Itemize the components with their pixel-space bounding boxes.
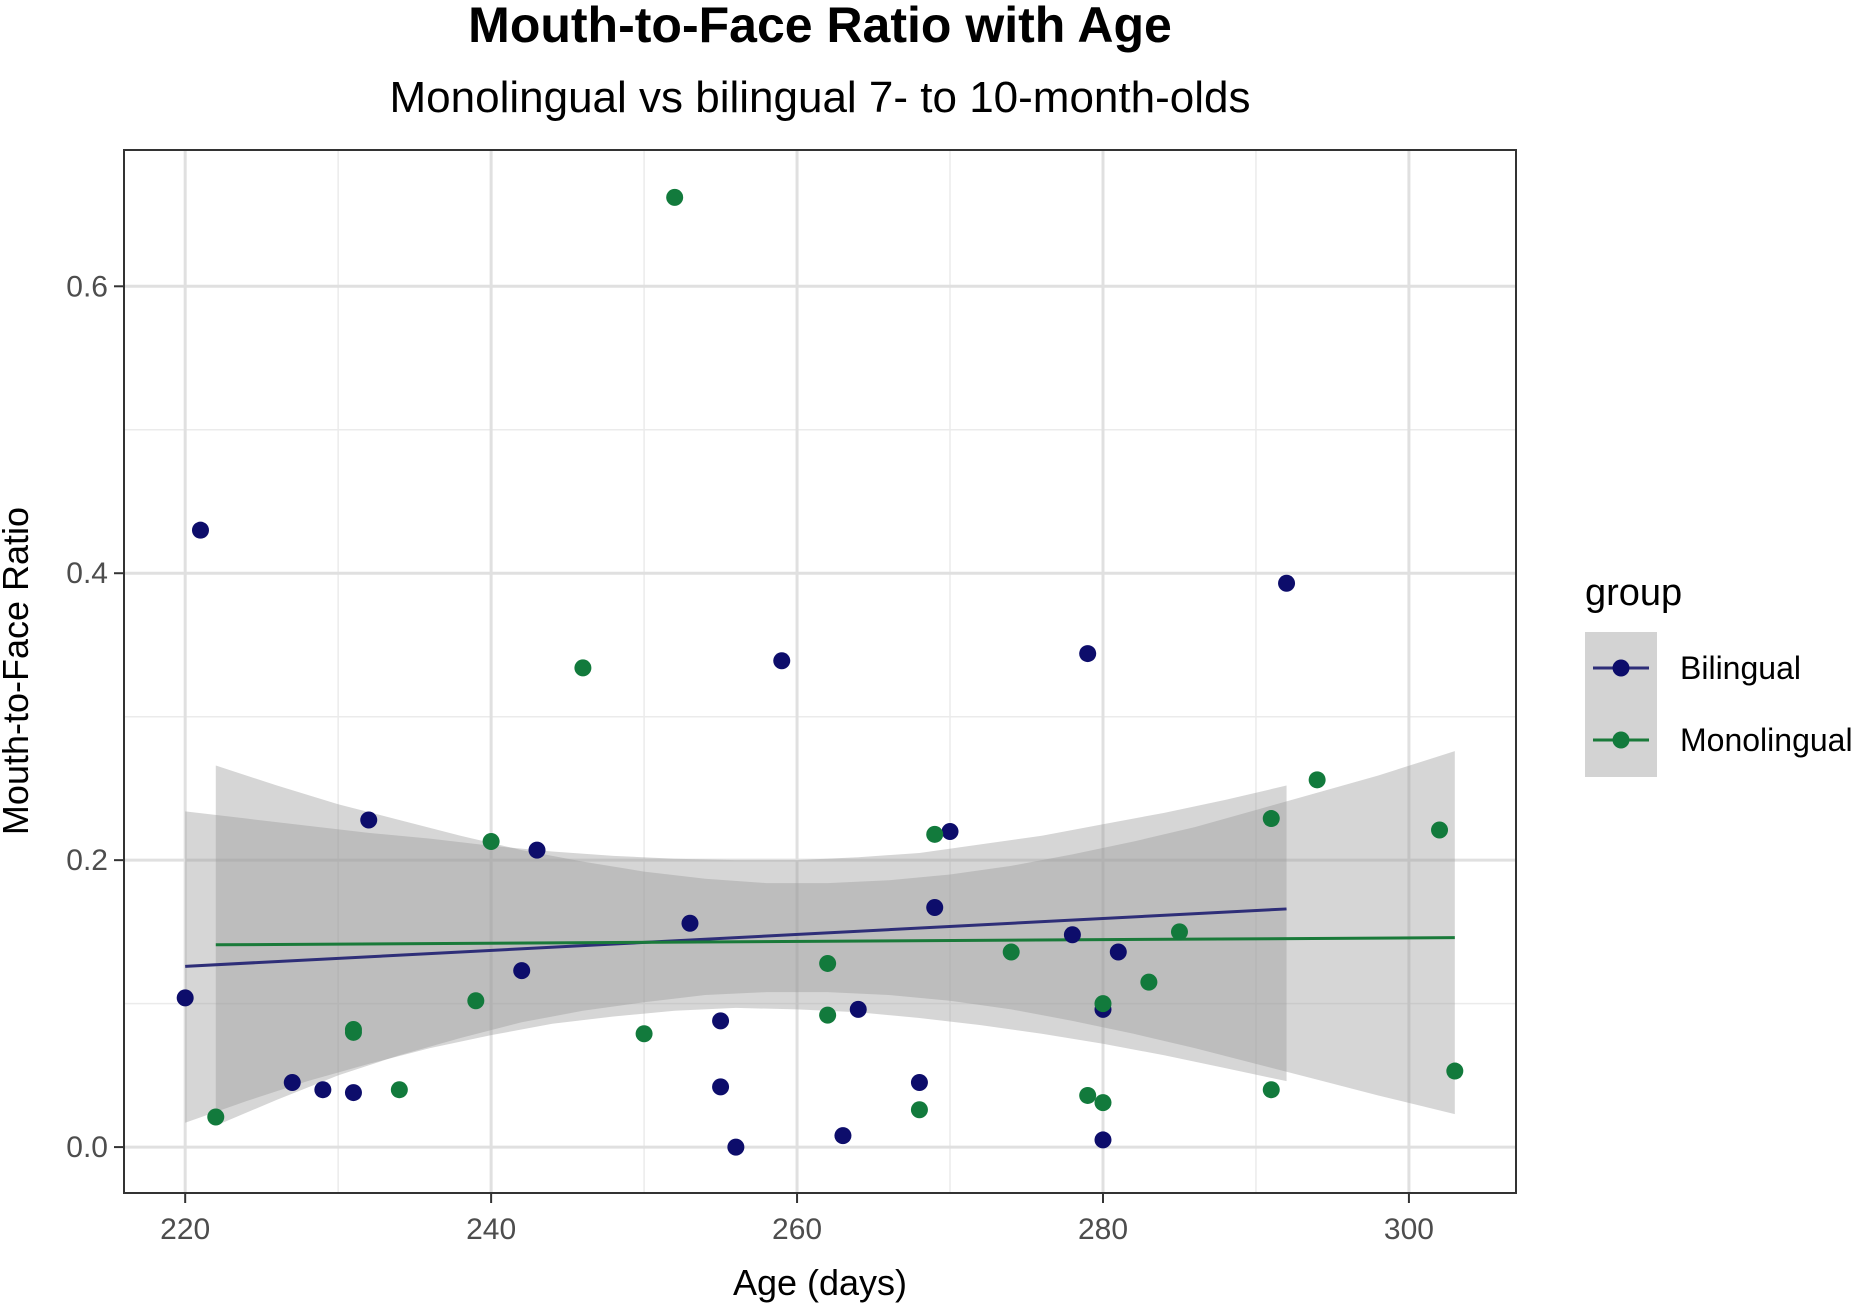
data-point xyxy=(1446,1062,1464,1080)
fit-line xyxy=(185,907,1287,968)
data-point xyxy=(482,833,500,851)
data-point xyxy=(681,914,699,932)
legend-title: group xyxy=(1585,572,1682,614)
data-point xyxy=(819,1006,837,1024)
data-point xyxy=(712,1078,730,1096)
x-tick-label: 220 xyxy=(160,1213,210,1246)
legend-key-background xyxy=(1585,632,1657,777)
data-point xyxy=(666,188,684,206)
data-point xyxy=(1094,1131,1112,1149)
fit-line xyxy=(215,936,1455,947)
plot-background xyxy=(124,150,1516,1193)
data-point xyxy=(207,1108,225,1126)
data-point xyxy=(926,825,944,843)
data-point xyxy=(926,899,944,917)
data-point xyxy=(1079,645,1097,663)
data-point xyxy=(1140,973,1158,991)
data-point xyxy=(344,1084,362,1102)
data-point xyxy=(360,811,378,829)
data-point xyxy=(390,1081,408,1099)
data-point xyxy=(344,1023,362,1041)
data-point xyxy=(1431,821,1449,839)
plot-panel-border xyxy=(123,149,1517,1194)
x-tick-label: 300 xyxy=(1384,1213,1434,1246)
legend-items: Bilingual Monolingual xyxy=(1593,650,1853,758)
legend-key-point xyxy=(1612,731,1630,749)
x-tick-label: 280 xyxy=(1078,1213,1128,1246)
data-point xyxy=(1002,943,1020,961)
data-point xyxy=(910,1101,928,1119)
data-point xyxy=(1170,923,1188,941)
data-point xyxy=(910,1074,928,1092)
x-axis-label: Age (days) xyxy=(733,1262,907,1303)
chart-title: Mouth-to-Face Ratio with Age xyxy=(468,0,1172,53)
data-point xyxy=(849,1000,867,1018)
data-point xyxy=(191,521,209,539)
legend: group Bilingual Monolingual xyxy=(1585,572,1853,777)
legend-key-point xyxy=(1612,659,1630,677)
y-tick-label: 0.0 xyxy=(66,1131,108,1164)
grid xyxy=(124,150,1516,1193)
confidence-band xyxy=(185,785,1287,1123)
legend-label: Bilingual xyxy=(1680,650,1801,686)
data-point xyxy=(1262,810,1280,828)
data-point xyxy=(773,652,791,670)
fit-lines xyxy=(185,907,1455,968)
data-point xyxy=(1079,1086,1097,1104)
legend-label: Monolingual xyxy=(1680,722,1853,758)
chart-subtitle: Monolingual vs bilingual 7- to 10-month-… xyxy=(390,73,1251,122)
confidence-band xyxy=(215,751,1455,1126)
data-point xyxy=(1094,1094,1112,1112)
data-point xyxy=(283,1074,301,1092)
data-point xyxy=(727,1138,745,1156)
confidence-bands xyxy=(185,751,1455,1126)
y-tick-label: 0.4 xyxy=(66,557,108,590)
x-tick-label: 240 xyxy=(466,1213,516,1246)
y-tick-label: 0.6 xyxy=(66,270,108,303)
data-point xyxy=(467,992,485,1010)
data-point xyxy=(635,1025,653,1043)
y-tick-label: 0.2 xyxy=(66,844,108,877)
data-point xyxy=(941,822,959,840)
data-point xyxy=(1262,1081,1280,1099)
y-axis-ticks: 0.0 0.2 0.4 0.6 xyxy=(66,270,124,1164)
data-point xyxy=(1109,943,1127,961)
data-point xyxy=(1308,771,1326,789)
data-point xyxy=(528,841,546,859)
data-point xyxy=(513,962,531,980)
data-point xyxy=(314,1081,332,1099)
data-point xyxy=(574,659,592,677)
data-point xyxy=(834,1127,852,1145)
data-point xyxy=(712,1012,730,1030)
data-point xyxy=(176,989,194,1007)
data-point xyxy=(1278,574,1296,592)
data-point xyxy=(819,954,837,972)
y-axis-label: Mouth-to-Face Ratio xyxy=(0,507,36,835)
data-point xyxy=(1094,995,1112,1013)
data-point xyxy=(1063,926,1081,944)
x-tick-label: 260 xyxy=(772,1213,822,1246)
data-points xyxy=(176,188,1464,1156)
x-axis-ticks: 220 240 260 280 300 xyxy=(160,1193,1434,1246)
